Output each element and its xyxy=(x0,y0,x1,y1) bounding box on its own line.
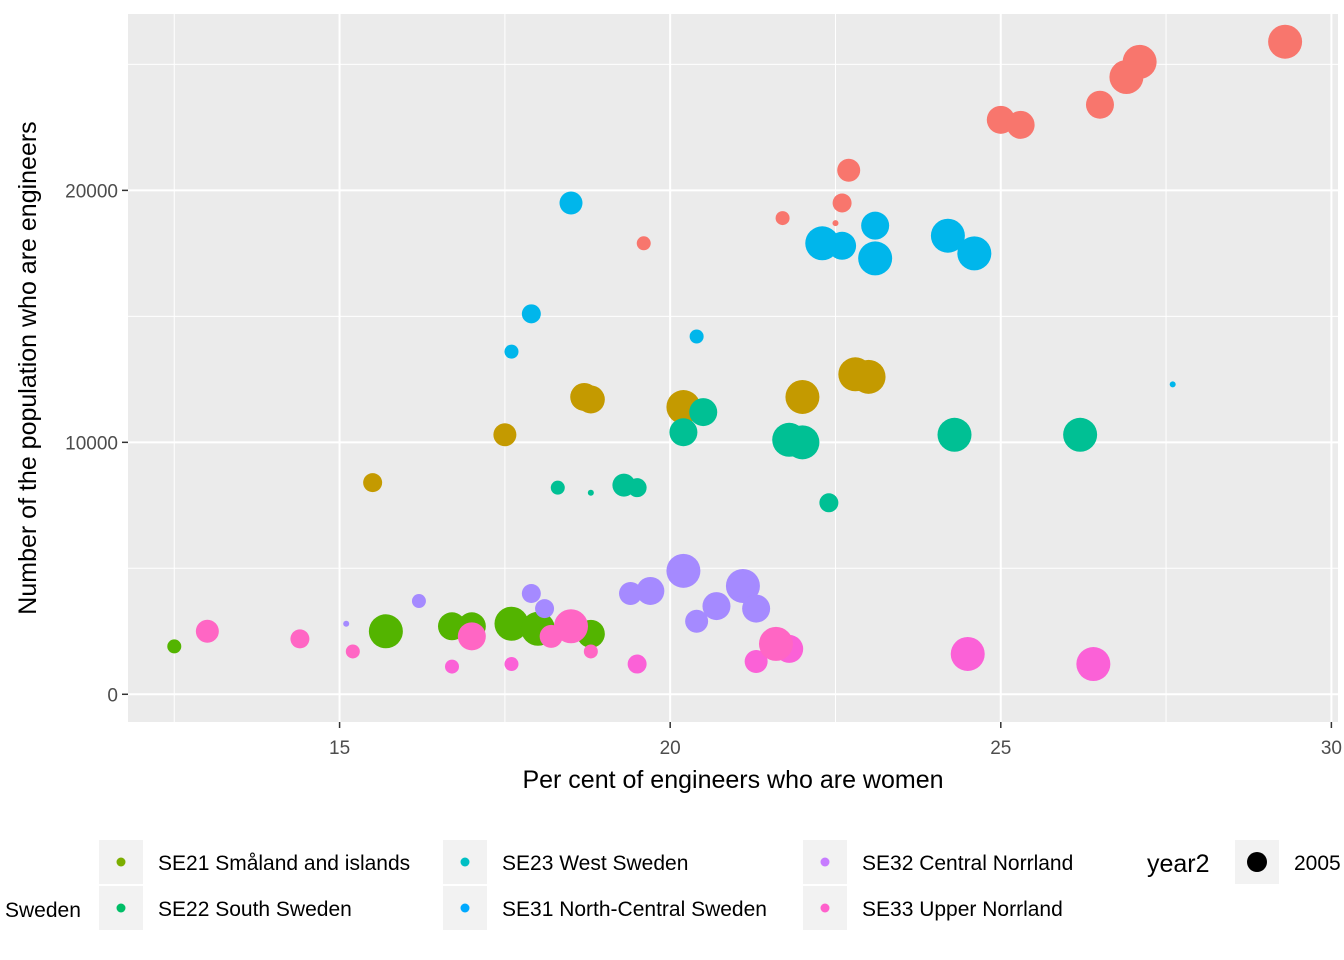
data-point xyxy=(785,425,820,460)
data-point xyxy=(290,629,310,649)
data-point xyxy=(576,385,605,414)
data-point xyxy=(493,423,517,447)
data-point xyxy=(858,241,893,276)
data-point xyxy=(583,644,598,659)
data-point xyxy=(1076,647,1111,682)
data-point xyxy=(504,344,519,359)
size-legend-label: 2005 xyxy=(1294,852,1341,875)
data-point xyxy=(1268,24,1303,59)
data-point xyxy=(758,626,793,661)
grid-major xyxy=(128,14,1338,722)
data-point xyxy=(957,236,992,271)
data-point xyxy=(689,398,718,427)
data-point xyxy=(457,622,486,651)
legend-label: SE31 North-Central Sweden xyxy=(502,898,767,921)
data-point xyxy=(689,329,704,344)
data-point xyxy=(627,654,647,674)
data-point xyxy=(368,614,403,649)
data-point xyxy=(930,218,965,253)
data-point xyxy=(828,231,857,260)
legend-dot xyxy=(460,857,470,867)
data-point xyxy=(521,584,541,604)
x-tick-label: 20 xyxy=(660,738,681,759)
data-point xyxy=(504,657,519,672)
data-point xyxy=(785,379,820,414)
data-point xyxy=(702,592,731,621)
data-point xyxy=(742,594,771,623)
data-point xyxy=(1169,381,1176,388)
data-point xyxy=(832,193,852,213)
data-point xyxy=(636,236,651,251)
data-point xyxy=(950,636,985,671)
data-point xyxy=(775,211,790,226)
data-point xyxy=(539,624,563,648)
data-point xyxy=(494,606,529,641)
data-point xyxy=(1063,417,1098,452)
data-point xyxy=(345,644,360,659)
size-legend-dot xyxy=(1247,852,1267,872)
data-point xyxy=(195,619,219,643)
legend: Sweden SE21 Småland and islands SE22 Sout… xyxy=(5,840,1341,930)
x-axis-title: Per cent of engineers who are women xyxy=(522,766,943,794)
data-point xyxy=(666,553,701,588)
data-point xyxy=(627,478,647,498)
legend-cutoff-label: Sweden xyxy=(5,899,81,922)
data-point xyxy=(744,650,768,674)
size-legend-title: year2 xyxy=(1147,850,1210,878)
data-point xyxy=(861,211,890,240)
data-point xyxy=(837,158,861,182)
data-point xyxy=(669,418,698,447)
plot-panel xyxy=(128,14,1338,722)
legend-label: SE21 Småland and islands xyxy=(158,852,410,875)
y-tick-label: 10000 xyxy=(65,433,118,454)
legend-label: SE32 Central Norrland xyxy=(862,852,1073,875)
x-axis-ticks: 15 20 25 30 xyxy=(329,722,1342,759)
y-axis-title: Number of the population who are enginee… xyxy=(14,121,42,614)
x-tick-label: 25 xyxy=(990,738,1011,759)
data-point xyxy=(587,489,594,496)
data-point xyxy=(1006,110,1035,139)
data-point xyxy=(521,304,541,324)
data-point xyxy=(343,620,350,627)
y-tick-label: 20000 xyxy=(65,181,118,202)
legend-label: SE33 Upper Norrland xyxy=(862,898,1063,921)
y-tick-label: 0 xyxy=(107,685,118,706)
data-points xyxy=(167,24,1303,682)
data-point xyxy=(1109,59,1144,94)
data-point xyxy=(550,480,565,495)
data-point xyxy=(685,609,709,633)
data-point xyxy=(636,576,665,605)
legend-label: SE23 West Sweden xyxy=(502,852,688,875)
legend-dot xyxy=(116,857,126,867)
legend-dot xyxy=(116,903,126,913)
data-point xyxy=(535,599,555,619)
data-point xyxy=(832,220,839,227)
legend-dot xyxy=(820,857,830,867)
data-point xyxy=(937,417,972,452)
legend-dot xyxy=(460,903,470,913)
data-point xyxy=(851,359,886,394)
x-tick-label: 15 xyxy=(329,738,350,759)
data-point xyxy=(559,191,583,215)
legend-label: SE22 South Sweden xyxy=(158,898,352,921)
color-legend: SE21 Småland and islands SE22 South Swede… xyxy=(99,840,1073,930)
data-point xyxy=(363,473,383,493)
x-tick-label: 30 xyxy=(1321,738,1342,759)
data-point xyxy=(167,639,182,654)
legend-dot xyxy=(820,903,830,913)
y-axis-ticks: 0 10000 20000 xyxy=(65,181,128,706)
data-point xyxy=(619,582,643,606)
grid-minor xyxy=(128,14,1338,722)
data-point xyxy=(819,493,839,513)
data-point xyxy=(411,594,426,609)
data-point xyxy=(444,659,459,674)
data-point xyxy=(725,568,760,603)
data-point xyxy=(1085,90,1114,119)
